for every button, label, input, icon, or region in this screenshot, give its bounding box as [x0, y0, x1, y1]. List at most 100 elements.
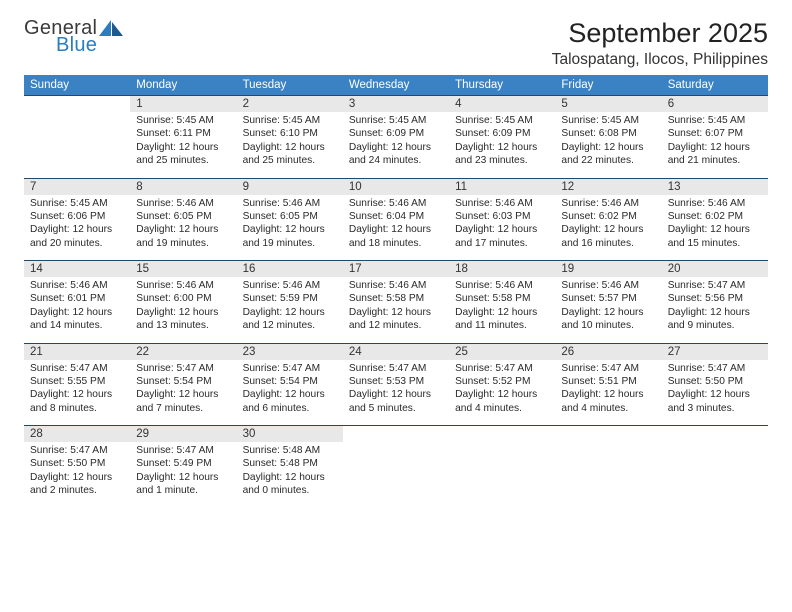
- sunset-text: Sunset: 6:03 PM: [455, 210, 551, 223]
- week-info-row: Sunrise: 5:47 AMSunset: 5:55 PMDaylight:…: [24, 360, 768, 422]
- daylight-text-line2: and 25 minutes.: [243, 154, 339, 167]
- date-number-cell: 5: [555, 96, 661, 113]
- sunrise-text: Sunrise: 5:45 AM: [243, 114, 339, 127]
- sunset-text: Sunset: 5:50 PM: [668, 375, 764, 388]
- sunset-text: Sunset: 6:09 PM: [349, 127, 445, 140]
- day-info-cell: Sunrise: 5:47 AMSunset: 5:49 PMDaylight:…: [130, 442, 236, 504]
- week-date-row: 21222324252627: [24, 343, 768, 360]
- daylight-text-line2: and 25 minutes.: [136, 154, 232, 167]
- week-info-row: Sunrise: 5:46 AMSunset: 6:01 PMDaylight:…: [24, 277, 768, 339]
- sunrise-text: Sunrise: 5:45 AM: [455, 114, 551, 127]
- day-info-cell: Sunrise: 5:45 AMSunset: 6:11 PMDaylight:…: [130, 112, 236, 174]
- week-date-row: 282930: [24, 426, 768, 443]
- date-number-cell: 6: [662, 96, 768, 113]
- date-number-cell: 24: [343, 343, 449, 360]
- sunset-text: Sunset: 6:02 PM: [561, 210, 657, 223]
- daylight-text-line1: Daylight: 12 hours: [561, 388, 657, 401]
- week-info-row: Sunrise: 5:45 AM Sunset: 6:11 PMDaylight:…: [24, 112, 768, 174]
- daylight-text-line1: Daylight: 12 hours: [349, 223, 445, 236]
- daylight-text-line2: and 4 minutes.: [561, 402, 657, 415]
- day-info-cell: Sunrise: 5:47 AMSunset: 5:50 PMDaylight:…: [24, 442, 130, 504]
- sunset-text: Sunset: 5:52 PM: [455, 375, 551, 388]
- date-number-cell: 3: [343, 96, 449, 113]
- day-info-cell: Sunrise: 5:45 AMSunset: 6:09 PMDaylight:…: [449, 112, 555, 174]
- sunrise-text: Sunrise: 5:47 AM: [243, 362, 339, 375]
- sunset-text: Sunset: 6:10 PM: [243, 127, 339, 140]
- date-number-cell: 8: [130, 178, 236, 195]
- daylight-text-line1: Daylight: 12 hours: [243, 223, 339, 236]
- week-date-row: 78910111213: [24, 178, 768, 195]
- daylight-text-line2: and 15 minutes.: [668, 237, 764, 250]
- daylight-text-line1: Daylight: 12 hours: [455, 306, 551, 319]
- sunrise-text: Sunrise: 5:46 AM: [349, 197, 445, 210]
- sunset-text: Sunset: 5:59 PM: [243, 292, 339, 305]
- day-info-cell: Sunrise: 5:46 AMSunset: 5:57 PMDaylight:…: [555, 277, 661, 339]
- sunset-text: Sunset: 6:00 PM: [136, 292, 232, 305]
- sunrise-text: Sunrise: 5:48 AM: [243, 444, 339, 457]
- week-info-row: Sunrise: 5:47 AMSunset: 5:50 PMDaylight:…: [24, 442, 768, 504]
- daylight-text-line2: and 12 minutes.: [243, 319, 339, 332]
- daylight-text-line1: Daylight: 12 hours: [243, 471, 339, 484]
- daylight-text-line2: and 11 minutes.: [455, 319, 551, 332]
- date-number-cell: 1: [130, 96, 236, 113]
- daylight-text-line2: and 6 minutes.: [243, 402, 339, 415]
- day-info-cell: Sunrise: 5:46 AMSunset: 6:01 PMDaylight:…: [24, 277, 130, 339]
- sunrise-text: Sunrise: 5:46 AM: [561, 197, 657, 210]
- sunrise-text: Sunrise: 5:45 AM: [668, 114, 764, 127]
- sunrise-text: Sunrise: 5:46 AM: [243, 197, 339, 210]
- daylight-text-line1: Daylight: 12 hours: [136, 388, 232, 401]
- date-number-cell: 29: [130, 426, 236, 443]
- empty-info-cell: [343, 442, 449, 504]
- daylight-text-line2: and 2 minutes.: [30, 484, 126, 497]
- daylight-text-line1: Daylight: 12 hours: [136, 141, 232, 154]
- sunrise-text: Sunrise: 5:45 AM: [349, 114, 445, 127]
- empty-date-cell: [555, 426, 661, 443]
- sunset-text: Sunset: 5:53 PM: [349, 375, 445, 388]
- daylight-text-line2: and 18 minutes.: [349, 237, 445, 250]
- sunrise-text: Sunrise: 5:46 AM: [561, 279, 657, 292]
- day-info-cell: Sunrise: 5:47 AMSunset: 5:54 PMDaylight:…: [130, 360, 236, 422]
- sunset-text: Sunset: 6:11 PM: [136, 127, 232, 140]
- calendar-body: 123456 Sunrise: 5:45 AMSunset: 6:11 PMDa…: [24, 96, 768, 509]
- weekday-label: Saturday: [662, 75, 768, 96]
- empty-date-cell: [662, 426, 768, 443]
- sunrise-text: Sunrise: 5:46 AM: [243, 279, 339, 292]
- sunset-text: Sunset: 5:58 PM: [349, 292, 445, 305]
- daylight-text-line1: Daylight: 12 hours: [668, 223, 764, 236]
- sunset-text: Sunset: 5:58 PM: [455, 292, 551, 305]
- sunset-text: Sunset: 6:08 PM: [561, 127, 657, 140]
- day-info-cell: Sunrise: 5:45 AMSunset: 6:07 PMDaylight:…: [662, 112, 768, 174]
- day-info-cell: Sunrise: 5:48 AMSunset: 5:48 PMDaylight:…: [237, 442, 343, 504]
- daylight-text-line2: and 23 minutes.: [455, 154, 551, 167]
- daylight-text-line1: Daylight: 12 hours: [243, 388, 339, 401]
- date-number-cell: 13: [662, 178, 768, 195]
- day-info-cell: Sunrise: 5:46 AMSunset: 6:03 PMDaylight:…: [449, 195, 555, 257]
- sunrise-text: Sunrise: 5:46 AM: [668, 197, 764, 210]
- day-info-cell: Sunrise: 5:46 AMSunset: 6:05 PMDaylight:…: [130, 195, 236, 257]
- daylight-text-line2: and 19 minutes.: [136, 237, 232, 250]
- daylight-text-line1: Daylight: 12 hours: [30, 471, 126, 484]
- day-info-cell: Sunrise: 5:46 AMSunset: 5:58 PMDaylight:…: [343, 277, 449, 339]
- logo-word-bottom: Blue: [56, 35, 97, 55]
- sunset-text: Sunset: 5:54 PM: [136, 375, 232, 388]
- daylight-text-line2: and 1 minute.: [136, 484, 232, 497]
- daylight-text-line1: Daylight: 12 hours: [349, 388, 445, 401]
- day-info-cell: Sunrise: 5:47 AMSunset: 5:53 PMDaylight:…: [343, 360, 449, 422]
- daylight-text-line1: Daylight: 12 hours: [561, 223, 657, 236]
- weekday-label: Tuesday: [237, 75, 343, 96]
- day-info-cell: Sunrise: 5:46 AMSunset: 6:00 PMDaylight:…: [130, 277, 236, 339]
- daylight-text-line1: Daylight: 12 hours: [136, 471, 232, 484]
- sunset-text: Sunset: 6:01 PM: [30, 292, 126, 305]
- date-number-cell: 21: [24, 343, 130, 360]
- sunrise-text: Sunrise: 5:47 AM: [561, 362, 657, 375]
- date-number-cell: 15: [130, 261, 236, 278]
- date-number-cell: 4: [449, 96, 555, 113]
- daylight-text-line1: Daylight: 12 hours: [30, 306, 126, 319]
- daylight-text-line1: Daylight: 12 hours: [243, 306, 339, 319]
- sunset-text: Sunset: 6:09 PM: [455, 127, 551, 140]
- day-info-cell: Sunrise: 5:46 AMSunset: 6:04 PMDaylight:…: [343, 195, 449, 257]
- sunrise-text: Sunrise: 5:46 AM: [349, 279, 445, 292]
- sunrise-text: Sunrise: 5:47 AM: [136, 444, 232, 457]
- sunrise-text: Sunrise: 5:45 AM: [561, 114, 657, 127]
- day-info-cell: Sunrise: 5:46 AMSunset: 6:02 PMDaylight:…: [555, 195, 661, 257]
